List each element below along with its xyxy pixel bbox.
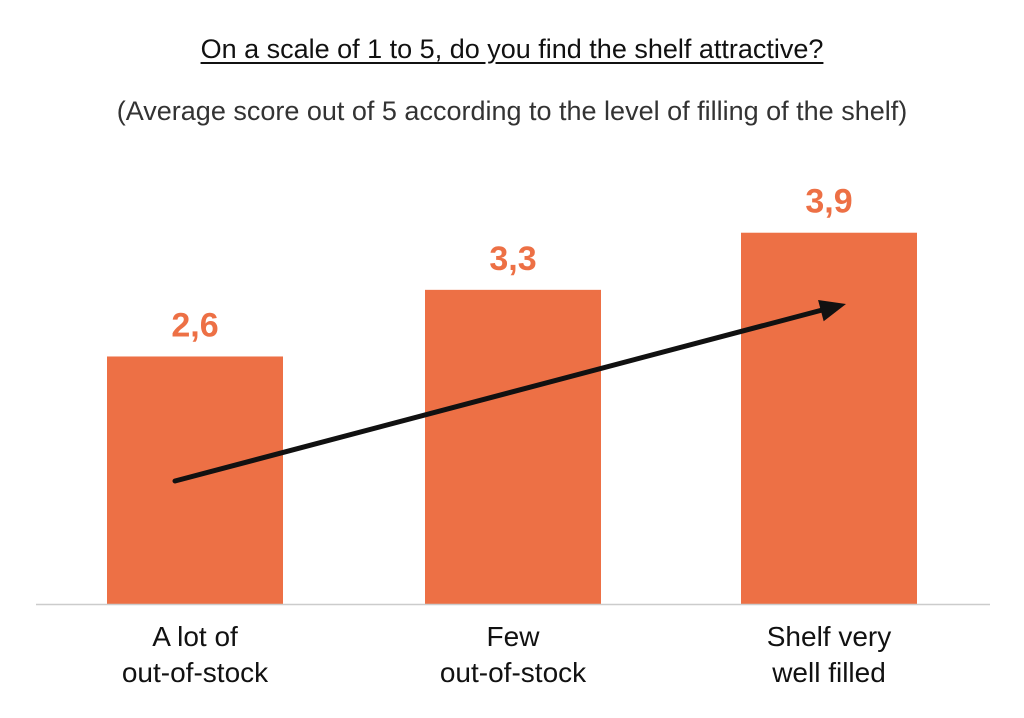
chart-subtitle: (Average score out of 5 according to the…: [116, 96, 908, 126]
x-tick-label: well filled: [771, 657, 886, 688]
data-label: 3,9: [805, 183, 852, 221]
data-label: 2,6: [171, 306, 218, 344]
bar: [107, 356, 283, 604]
x-tick-label: Shelf very: [767, 621, 892, 652]
x-tick-label: A lot of: [152, 621, 238, 652]
x-tick-label: Few: [487, 621, 541, 652]
chart-title: On a scale of 1 to 5, do you find the sh…: [200, 34, 824, 64]
data-label: 3,3: [489, 240, 536, 278]
x-tick-label: out-of-stock: [122, 657, 269, 688]
trend-arrow-head: [818, 300, 846, 322]
x-tick-label: out-of-stock: [440, 657, 587, 688]
bar: [425, 289, 601, 604]
trend-arrow-line: [172, 306, 829, 484]
bar: [741, 232, 917, 604]
